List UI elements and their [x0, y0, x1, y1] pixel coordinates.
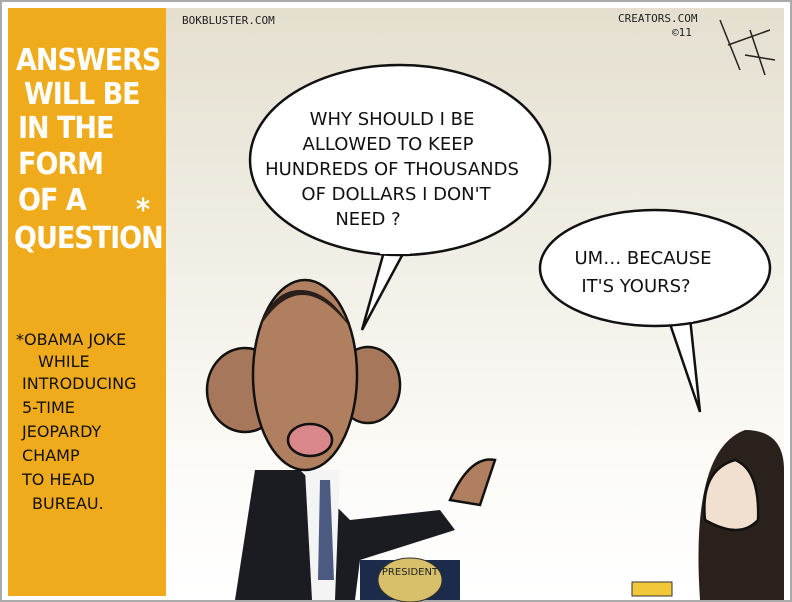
note-line: INTRODUCING — [22, 374, 136, 393]
asterisk: * — [136, 193, 150, 228]
sidebar-note: *OBAMA JOKE WHILE INTRODUCING 5-TIME JEO… — [16, 330, 136, 513]
year-credit: ©11 — [672, 26, 692, 39]
sidebar — [8, 8, 166, 596]
buzzer — [631, 581, 673, 597]
speech-bubble — [538, 208, 772, 328]
seal — [377, 557, 443, 602]
bubble-line: OF DOLLARS I DON'T — [301, 184, 491, 205]
contestant-figure — [631, 430, 784, 600]
speech-bubble — [248, 63, 552, 257]
bubble-text: WHY SHOULD I BE ALLOWED TO KEEP HUNDREDS… — [265, 109, 519, 230]
note-line: BUREAU. — [32, 494, 104, 513]
mouth — [286, 422, 334, 458]
hair — [258, 290, 352, 330]
note-line: CHAMP — [22, 446, 80, 465]
site-credit: BOKBLUSTER.COM — [182, 14, 275, 27]
head — [251, 278, 359, 472]
speaker-figure: PRESIDENT — [205, 278, 497, 602]
signature-scribble — [719, 19, 776, 76]
title-line: ANSWERS — [16, 43, 160, 78]
bubble-line: ALLOWED TO KEEP — [303, 134, 474, 155]
note-line: WHILE — [38, 352, 90, 371]
sidebar-title: ANSWERS WILL BE IN THE FORM OF A QUESTIO… — [14, 43, 164, 256]
note-line: JEOPARDY — [21, 422, 102, 441]
suit — [235, 470, 455, 600]
bubble-joint — [380, 240, 410, 254]
title-line: WILL BE — [24, 77, 140, 112]
title-line: IN THE — [18, 111, 113, 146]
bubble-line: IT'S YOURS? — [581, 276, 690, 297]
title-line: FORM — [18, 147, 103, 182]
bubble-line: WHY SHOULD I BE — [310, 109, 475, 130]
note-line: *OBAMA JOKE — [16, 330, 126, 349]
title-line: OF A — [18, 183, 87, 218]
syndicate-credit: CREATORS.COM — [618, 12, 698, 25]
tie — [318, 480, 334, 580]
face — [703, 458, 760, 532]
bubble-joint — [665, 310, 693, 322]
note-line: TO HEAD — [21, 470, 95, 489]
podium-text: PRESIDENT — [382, 567, 439, 578]
bubble-line: HUNDREDS OF THOUSANDS — [265, 159, 519, 180]
bubble-line: UM… BECAUSE — [574, 248, 711, 269]
title-line: QUESTION — [14, 221, 163, 256]
note-line: 5-TIME — [22, 398, 75, 417]
hand — [448, 458, 497, 507]
bubble-line: NEED ? — [335, 209, 400, 230]
